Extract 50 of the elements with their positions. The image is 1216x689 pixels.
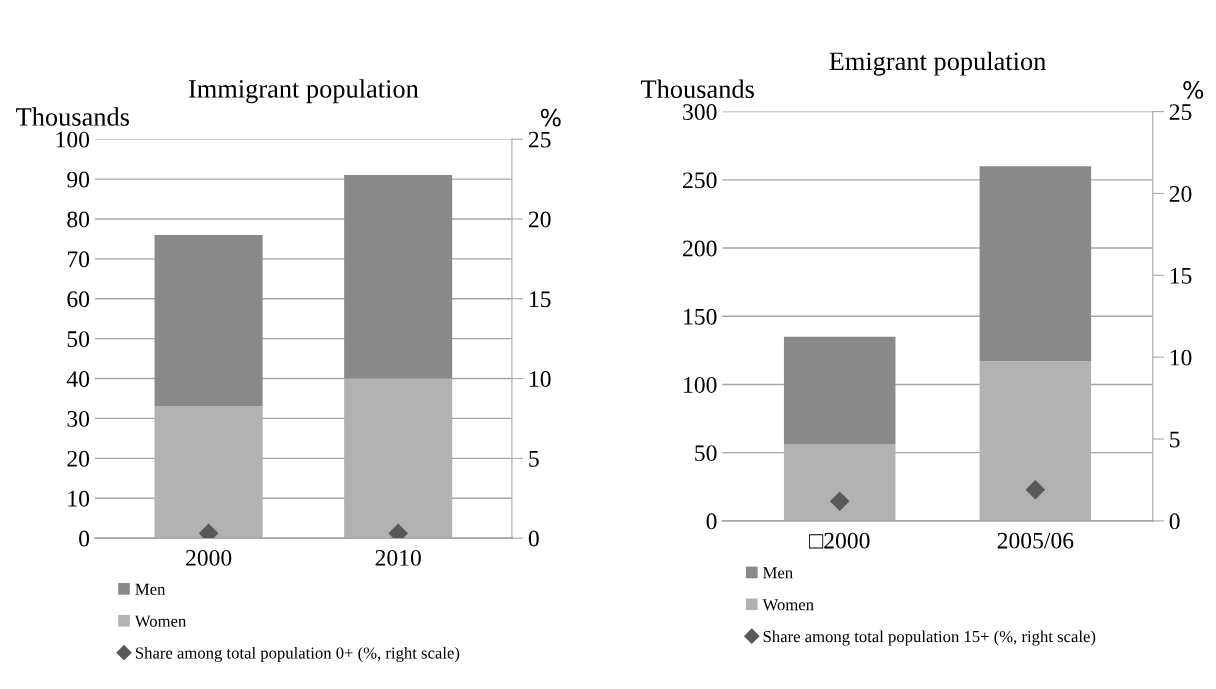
legend-label: Women <box>762 599 814 611</box>
y2-tick-label: 10 <box>1170 349 1192 366</box>
y-tick-label: 10 <box>68 490 90 507</box>
y-axis-title: Thousands <box>16 107 129 126</box>
legend-label: Share among total population 0+ (%, right scale) <box>135 646 460 663</box>
legend-label: Men <box>763 567 793 579</box>
y-tick-label: 40 <box>66 371 90 387</box>
chart-title: Emigrant population <box>829 51 1046 76</box>
y2-axis-title: % <box>1183 81 1204 99</box>
y-tick-label: 50 <box>695 445 717 462</box>
bar <box>783 336 896 445</box>
bar <box>154 234 263 407</box>
y-tick-label: 70 <box>67 251 90 268</box>
y2-tick-label: 5 <box>1170 431 1180 448</box>
bar <box>979 166 1092 362</box>
chart-title: Immigrant population <box>188 79 419 104</box>
y2-tick-label: 5 <box>529 451 539 467</box>
y2-tick-label: 20 <box>1169 185 1192 202</box>
x-tick-label: 2000 <box>186 549 232 566</box>
y2-tick-label: 20 <box>528 211 551 228</box>
legend-label: Women <box>134 615 187 627</box>
legend-label: Share among total population 15+ (%, right scale) <box>763 630 1096 646</box>
y-tick-label: 100 <box>56 131 90 148</box>
y-tick-label: 60 <box>67 291 90 308</box>
y-tick-label: 250 <box>683 172 717 189</box>
y2-tick-label: 15 <box>1170 267 1192 284</box>
y2-tick-label: 10 <box>529 371 551 387</box>
y-tick-label: 90 <box>67 171 90 188</box>
y2-tick-label: 0 <box>1169 513 1180 530</box>
y-tick-label: 30 <box>67 410 90 427</box>
bar <box>344 175 453 379</box>
y-tick-label: 300 <box>683 104 717 121</box>
y-tick-label: 100 <box>684 376 717 393</box>
legend-label: Men <box>135 583 166 595</box>
x-tick-label: 2010 <box>375 549 421 566</box>
y2-tick-label: 25 <box>1169 104 1192 121</box>
y-tick-label: 200 <box>683 240 717 257</box>
y-tick-label: 80 <box>67 211 90 228</box>
y-tick-label: 20 <box>67 450 90 467</box>
y-axis-title: Thousands <box>640 79 754 99</box>
x-tick-label: □2000 <box>809 532 870 549</box>
y2-tick-label: 15 <box>529 291 551 308</box>
y-tick-label: 0 <box>79 530 90 547</box>
y-tick-label: 150 <box>684 308 717 325</box>
y-tick-label: 0 <box>706 513 717 530</box>
y-tick-label: 50 <box>67 331 90 348</box>
y2-tick-label: 0 <box>528 530 539 547</box>
y2-tick-label: 25 <box>528 131 551 148</box>
x-tick-label: 2005/06 <box>997 532 1074 549</box>
y2-axis-title: % <box>540 108 561 127</box>
